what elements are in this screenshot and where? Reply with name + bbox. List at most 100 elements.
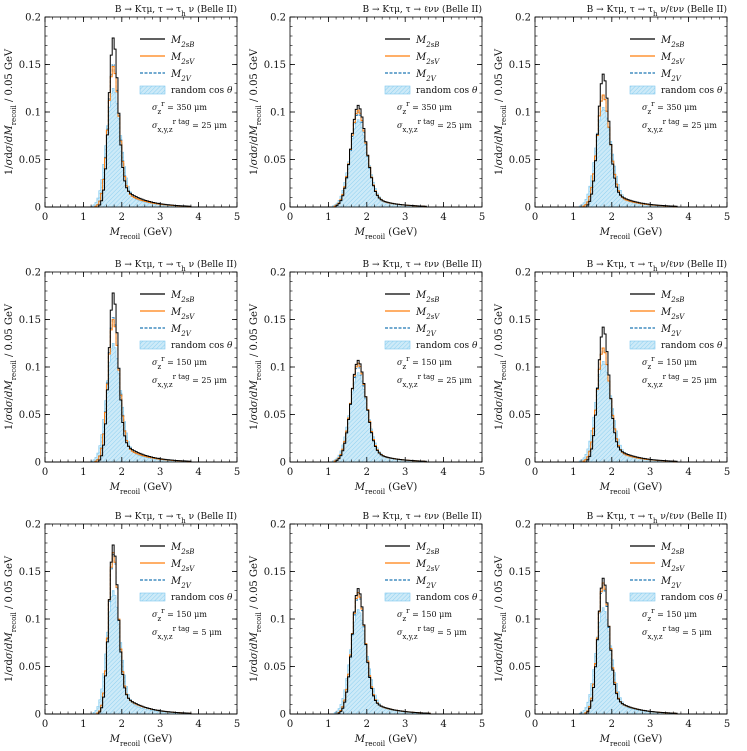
annotation-sigma-z: σzr = 150 μm: [152, 355, 207, 371]
x-axis-label: Mrecoil (GeV): [109, 482, 173, 496]
legend-label: M2V: [415, 324, 437, 338]
y-tick-label: 0.15: [264, 567, 286, 578]
legend-label: random cos θ: [661, 341, 723, 351]
x-tick-label: 5: [724, 467, 730, 478]
legend-label: M2sV: [415, 52, 440, 66]
legend-label: random cos θ: [416, 86, 478, 96]
legend-label: M2V: [170, 69, 192, 83]
x-axis-label: Mrecoil (GeV): [354, 227, 418, 241]
y-tick-label: 0.15: [509, 567, 531, 578]
series-random-cos-theta: [45, 342, 237, 463]
legend-label: M2sV: [660, 307, 685, 321]
annotation-sigma-z: σzr = 150 μm: [397, 607, 452, 623]
x-tick-label: 2: [119, 212, 125, 223]
chart-panel: B → Kτμ, τ → ℓνν (Belle II) 0 1 2 3 4 5 0 0.05 0.…: [249, 259, 485, 496]
x-axis-label: Mrecoil (GeV): [354, 482, 418, 496]
chart-title: B → Kτμ, τ → τh ν/ℓνν (Belle II): [587, 511, 727, 525]
legend-label: M2sV: [170, 307, 195, 321]
y-tick-label: 0.1: [270, 363, 286, 374]
chart-panel: B → Kτμ, τ → ℓνν (Belle II) 0 1 2 3 4 5 0 0.05 0.…: [249, 4, 485, 241]
plot-frame: [289, 523, 483, 715]
y-tick-label: 0.1: [270, 615, 286, 626]
plot-frame: [44, 523, 238, 715]
series-m2v: [535, 584, 727, 715]
y-axis-label: 1/σdσ/dMrecoil / 0.05 GeV: [249, 48, 263, 175]
x-tick-label: 5: [234, 467, 240, 478]
x-tick-label: 0: [287, 467, 293, 478]
x-tick-label: 0: [287, 212, 293, 223]
y-tick-label: 0.15: [264, 315, 286, 326]
series-m2sv: [535, 347, 727, 463]
legend-label: M2V: [415, 576, 437, 590]
x-axis-label: Mrecoil (GeV): [599, 227, 663, 241]
x-tick-label: 1: [570, 719, 576, 730]
x-tick-label: 0: [532, 467, 538, 478]
series-m2sb: [290, 588, 482, 715]
legend-label: M2sB: [415, 290, 439, 304]
y-axis-label: 1/σdσ/dMrecoil / 0.05 GeV: [4, 555, 18, 682]
y-axis-label: 1/σdσ/dMrecoil / 0.05 GeV: [249, 303, 263, 430]
annotation-sigma-xyz: σx,y,zr tag = 5 μm: [642, 625, 712, 641]
x-tick-label: 5: [479, 467, 485, 478]
annotation-sigma-xyz: σx,y,zr tag = 5 μm: [397, 625, 467, 641]
x-tick-label: 0: [287, 719, 293, 730]
legend-swatch-random: [629, 592, 656, 602]
y-tick-label: 0.1: [515, 108, 531, 119]
y-tick-label: 0: [280, 203, 286, 214]
annotation-sigma-xyz: σx,y,zr tag = 25 μm: [642, 118, 717, 134]
chart-title: B → Kτμ, τ → τh ν (Belle II): [115, 511, 237, 525]
series-m2sv: [290, 591, 482, 715]
chart-panel: B → Kτμ, τ → τh ν/ℓνν (Belle II) 0 1 2 3 4 5 0 0…: [494, 259, 730, 496]
y-tick-label: 0.05: [19, 410, 41, 421]
legend-swatch-random: [139, 85, 166, 95]
x-tick-label: 2: [609, 719, 615, 730]
annotation-sigma-z: σzr = 150 μm: [152, 607, 207, 623]
x-tick-label: 1: [325, 212, 331, 223]
x-tick-label: 4: [440, 467, 446, 478]
x-tick-label: 3: [402, 467, 408, 478]
legend-label: random cos θ: [416, 593, 478, 603]
x-tick-label: 4: [685, 212, 691, 223]
x-tick-label: 1: [325, 719, 331, 730]
x-tick-label: 1: [80, 212, 86, 223]
chart-title: B → Kτμ, τ → ℓνν (Belle II): [362, 511, 482, 522]
x-tick-label: 5: [234, 212, 240, 223]
y-axis-label: 1/σdσ/dMrecoil / 0.05 GeV: [4, 48, 18, 175]
y-tick-label: 0: [35, 710, 41, 721]
legend-label: random cos θ: [661, 593, 723, 603]
y-tick-label: 0.05: [19, 155, 41, 166]
y-tick-label: 0.05: [509, 662, 531, 673]
series-random-cos-theta: [45, 87, 237, 208]
y-tick-label: 0: [525, 458, 531, 469]
x-tick-label: 1: [80, 467, 86, 478]
legend-label: M2sV: [660, 52, 685, 66]
legend-label: random cos θ: [171, 86, 233, 96]
x-tick-label: 2: [609, 212, 615, 223]
x-tick-label: 2: [364, 212, 370, 223]
y-tick-label: 0.2: [270, 13, 286, 24]
legend-label: M2V: [660, 69, 682, 83]
x-axis-label: Mrecoil (GeV): [354, 734, 418, 748]
y-tick-label: 0.2: [25, 520, 41, 531]
y-tick-label: 0.1: [25, 108, 41, 119]
legend-label: random cos θ: [661, 86, 723, 96]
y-tick-label: 0.05: [264, 410, 286, 421]
legend-swatch-random: [139, 340, 166, 350]
y-tick-label: 0.05: [19, 662, 41, 673]
legend-label: M2V: [660, 576, 682, 590]
x-tick-label: 3: [647, 212, 653, 223]
series-random-cos-theta: [535, 607, 727, 715]
legend-label: M2V: [415, 69, 437, 83]
annotation-sigma-xyz: σx,y,zr tag = 25 μm: [397, 373, 472, 389]
x-tick-label: 1: [570, 212, 576, 223]
y-tick-label: 0.15: [19, 315, 41, 326]
annotation-sigma-z: σzr = 150 μm: [642, 607, 697, 623]
series-random-cos-theta: [290, 119, 482, 208]
y-tick-label: 0.1: [515, 363, 531, 374]
chart-title: B → Kτμ, τ → τh ν/ℓνν (Belle II): [587, 4, 727, 18]
y-axis-label: 1/σdσ/dMrecoil / 0.05 GeV: [494, 48, 508, 175]
y-tick-label: 0.2: [270, 520, 286, 531]
chart-panel: B → Kτμ, τ → τh ν/ℓνν (Belle II) 0 1 2 3 4 5 0 0…: [494, 4, 730, 241]
y-tick-label: 0: [35, 458, 41, 469]
